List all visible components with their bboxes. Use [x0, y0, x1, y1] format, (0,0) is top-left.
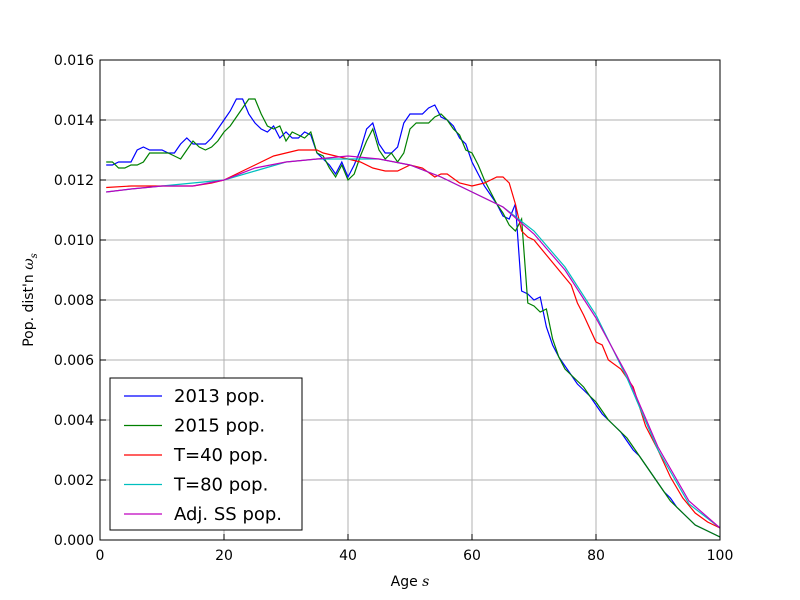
- legend-label: 2013 pop.: [174, 386, 265, 407]
- legend-label: Adj. SS pop.: [174, 504, 282, 525]
- series-lines: [106, 98, 721, 538]
- x-tick-label: 60: [463, 548, 481, 564]
- y-tick-label: 0.002: [54, 473, 94, 489]
- legend-label: T=80 pop.: [173, 475, 268, 496]
- series-line-5: [106, 155, 721, 529]
- axis-ticks: 0 20 40 60 80 100 0.000 0.002 0.004 0.006 0.008 0.0…: [54, 53, 733, 564]
- legend-label: T=40 pop.: [173, 445, 268, 466]
- y-axis-label: Pop. dist'n ωs: [21, 253, 40, 347]
- x-axis-label: Age s: [391, 574, 430, 590]
- y-tick-label: 0.004: [54, 413, 94, 429]
- y-tick-label: 0.014: [54, 113, 94, 129]
- legend: 2013 pop. 2015 pop. T=40 pop. T=80 pop. Adj.…: [109, 377, 303, 531]
- y-tick-label: 0.010: [54, 233, 94, 249]
- x-tick-label: 40: [339, 548, 357, 564]
- y-tick-label: 0.006: [54, 353, 94, 369]
- x-tick-label: 0: [96, 548, 105, 564]
- y-tick-label: 0.016: [54, 53, 94, 69]
- series-line-3: [106, 149, 721, 529]
- legend-label: 2015 pop.: [174, 416, 265, 437]
- series-line-2: [106, 98, 721, 538]
- legend-box: [109, 377, 303, 531]
- y-tick-label: 0.000: [54, 533, 94, 549]
- x-tick-label: 100: [707, 548, 734, 564]
- x-tick-label: 80: [587, 548, 605, 564]
- y-tick-label: 0.012: [54, 173, 94, 189]
- y-tick-label: 0.008: [54, 293, 94, 309]
- x-tick-label: 20: [215, 548, 233, 564]
